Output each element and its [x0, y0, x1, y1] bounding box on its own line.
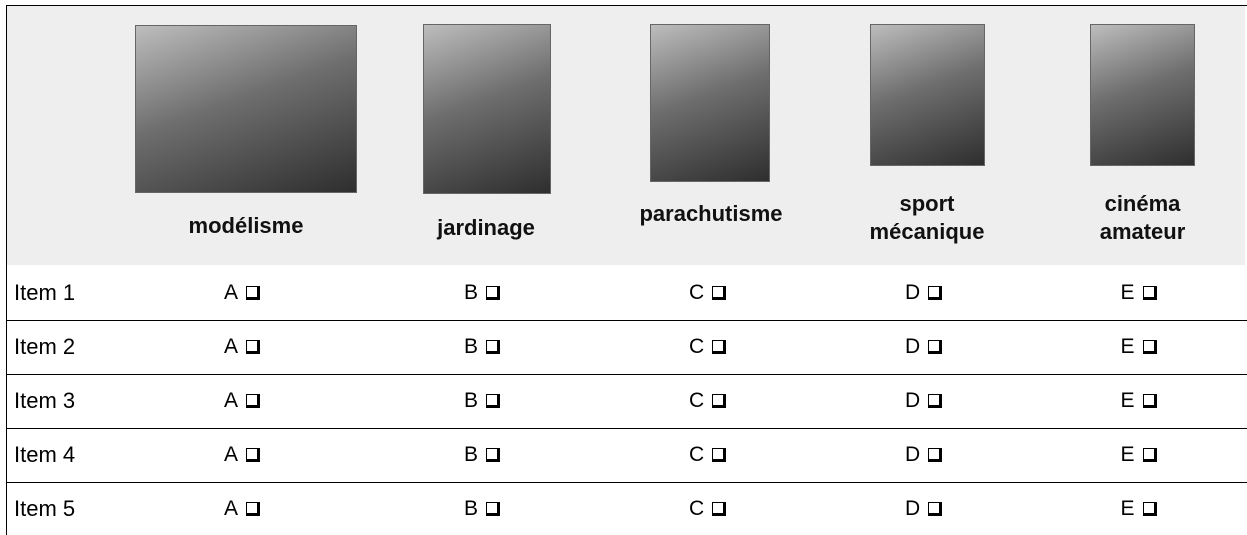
option-letter: B — [464, 280, 479, 304]
photo — [1090, 24, 1195, 166]
checkbox[interactable] — [246, 394, 261, 408]
row-separator — [6, 482, 1247, 483]
option[interactable]: C — [689, 280, 727, 306]
option-letter: B — [464, 497, 479, 520]
checkbox[interactable] — [928, 394, 943, 408]
row-separator — [6, 320, 1247, 321]
option-letter: A — [224, 497, 239, 520]
option[interactable]: C — [689, 388, 727, 414]
option-letter: A — [224, 389, 239, 412]
option-letter: E — [1120, 389, 1135, 412]
checkbox[interactable] — [712, 340, 727, 354]
option[interactable]: B — [464, 388, 501, 414]
border-top — [6, 5, 1247, 6]
border-left — [6, 5, 7, 535]
checkbox[interactable] — [246, 285, 261, 300]
option[interactable]: A — [224, 496, 261, 522]
option[interactable]: C — [689, 496, 727, 522]
option[interactable]: E — [1121, 334, 1157, 360]
option[interactable]: A — [224, 280, 261, 306]
checkbox[interactable] — [1142, 394, 1157, 408]
option-letter: C — [689, 443, 705, 466]
checkbox[interactable] — [486, 448, 501, 462]
row-separator — [6, 428, 1247, 429]
option[interactable]: B — [464, 442, 501, 468]
checkbox[interactable] — [712, 285, 727, 300]
option-letter: B — [464, 443, 479, 466]
checkbox[interactable] — [1142, 340, 1157, 354]
column-label: cinéma amateur — [1099, 191, 1186, 244]
photo — [870, 24, 985, 166]
option[interactable]: A — [224, 334, 261, 360]
option-letter: C — [689, 280, 705, 304]
option[interactable]: C — [689, 442, 727, 468]
checkbox[interactable] — [486, 285, 501, 300]
checkbox[interactable] — [928, 448, 943, 462]
option-letter: D — [905, 280, 921, 304]
checkbox[interactable] — [1142, 285, 1157, 300]
checkbox[interactable] — [712, 448, 727, 462]
option-letter: D — [905, 443, 921, 466]
option[interactable]: D — [905, 496, 943, 522]
checkbox[interactable] — [1142, 502, 1157, 516]
option[interactable]: E — [1121, 280, 1157, 306]
option[interactable]: E — [1121, 496, 1157, 522]
option-letter: C — [689, 389, 705, 412]
photo — [650, 24, 770, 182]
option[interactable]: D — [905, 334, 943, 360]
option-letter: A — [224, 280, 239, 304]
option-letter: D — [905, 389, 921, 412]
row-label: Item 4 — [14, 442, 76, 467]
row-separator — [6, 374, 1247, 375]
option-letter: B — [464, 335, 479, 358]
photo — [423, 24, 551, 194]
option-letter: E — [1120, 335, 1135, 358]
option-letter: C — [689, 497, 705, 520]
option[interactable]: D — [905, 442, 943, 468]
option-letter: C — [689, 335, 705, 358]
option-letter: D — [905, 497, 921, 520]
photo — [135, 25, 357, 193]
column-label: parachutisme — [639, 201, 783, 226]
checkbox[interactable] — [928, 340, 943, 354]
option-letter: E — [1120, 280, 1135, 304]
checkbox[interactable] — [486, 340, 501, 354]
option-letter: A — [224, 443, 239, 466]
checkbox[interactable] — [712, 394, 727, 408]
checkbox[interactable] — [246, 502, 261, 516]
checkbox[interactable] — [928, 285, 943, 300]
checkbox[interactable] — [1142, 448, 1157, 462]
option-letter: D — [905, 335, 921, 358]
column-label: jardinage — [437, 215, 535, 240]
option[interactable]: A — [224, 388, 261, 414]
column-label: modélisme — [188, 213, 304, 238]
row-label: Item 5 — [14, 496, 76, 521]
option[interactable]: B — [464, 334, 501, 360]
checkbox[interactable] — [486, 502, 501, 516]
column-label: sport mécanique — [869, 191, 985, 244]
checkbox[interactable] — [486, 394, 501, 408]
option[interactable]: D — [905, 280, 943, 306]
checkbox[interactable] — [246, 448, 261, 462]
option[interactable]: B — [464, 280, 501, 306]
option-letter: B — [464, 389, 479, 412]
option[interactable]: E — [1121, 442, 1157, 468]
option-letter: E — [1120, 497, 1135, 520]
checkbox[interactable] — [246, 340, 261, 354]
row-label: Item 1 — [14, 279, 76, 305]
option[interactable]: C — [689, 334, 727, 360]
option[interactable]: B — [464, 496, 501, 522]
option-letter: E — [1120, 443, 1135, 466]
checkbox[interactable] — [712, 502, 727, 516]
row-label: Item 2 — [14, 334, 76, 359]
option[interactable]: D — [905, 388, 943, 414]
checkbox[interactable] — [928, 502, 943, 516]
option[interactable]: E — [1121, 388, 1157, 414]
option[interactable]: A — [224, 442, 261, 468]
row-label: Item 3 — [14, 388, 76, 413]
option-letter: A — [224, 335, 239, 358]
